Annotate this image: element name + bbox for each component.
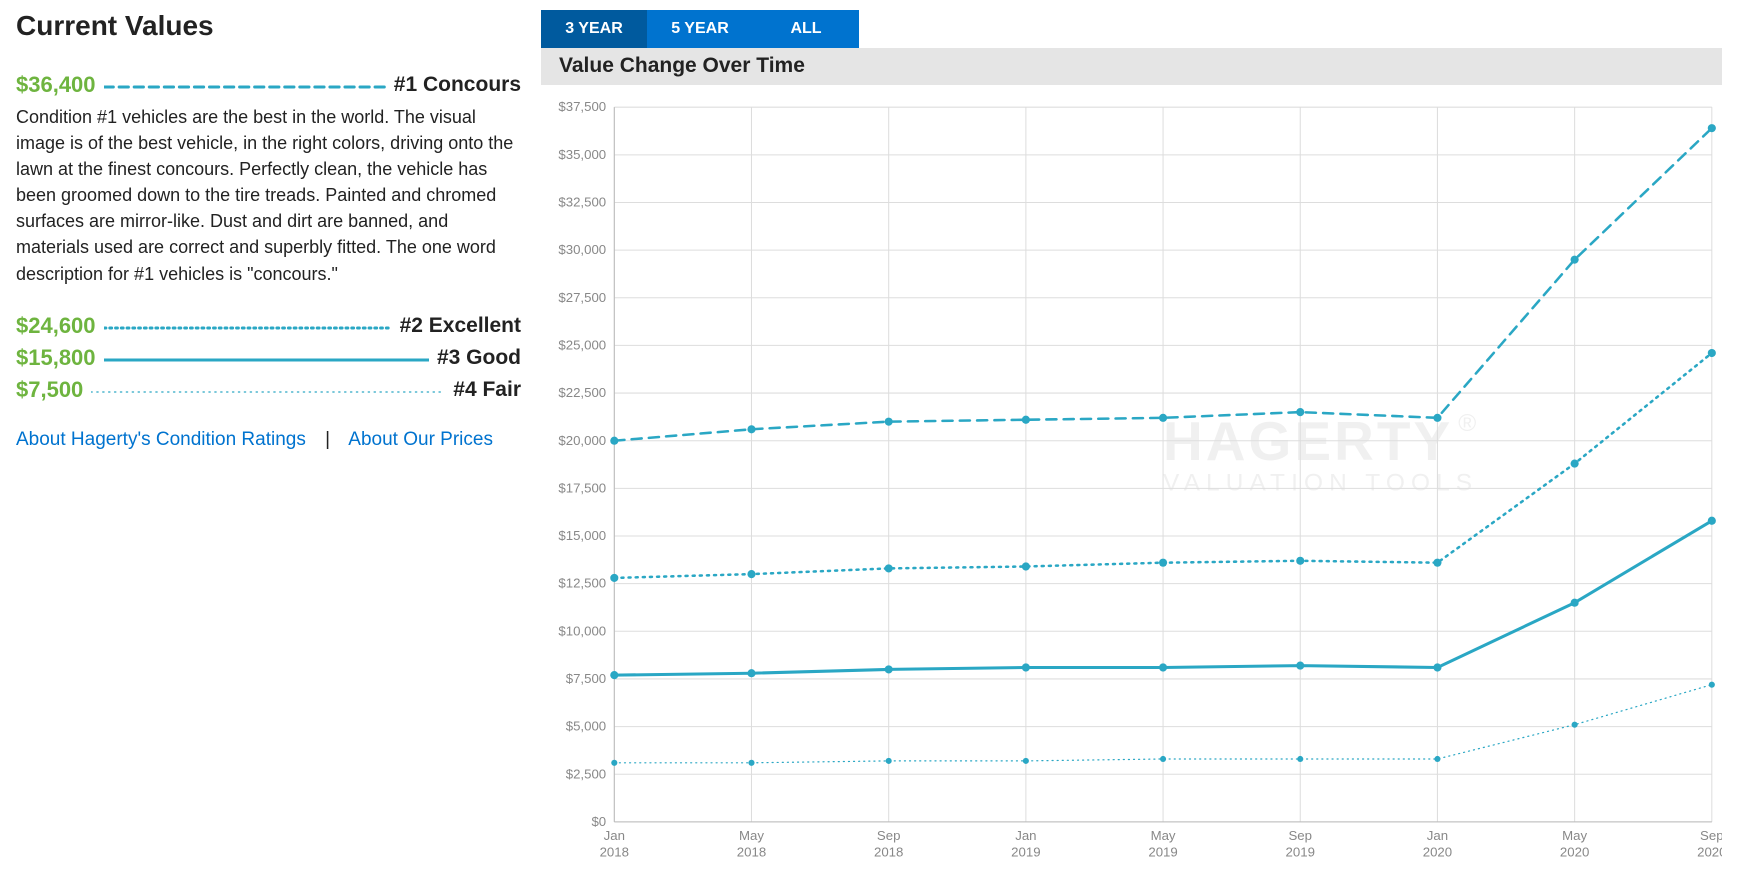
condition-price: $15,800 [16,345,96,371]
condition-label: #4 Fair [453,378,521,402]
svg-text:2018: 2018 [600,845,629,860]
chart-title: Value Change Over Time [559,54,805,78]
condition-price: $24,600 [16,313,96,339]
svg-text:2020: 2020 [1697,845,1722,860]
condition-line-sample [104,316,392,336]
condition-row[interactable]: $36,400 #1 Concours [16,72,521,98]
svg-text:2019: 2019 [1011,845,1040,860]
link-separator: | [325,429,330,450]
svg-text:$30,000: $30,000 [558,242,606,257]
timeframe-tab[interactable]: 5 YEAR [647,10,753,48]
svg-text:VALUATION TOOLS: VALUATION TOOLS [1163,470,1478,497]
svg-text:May: May [739,828,764,843]
chart-title-bar: Value Change Over Time [541,48,1722,86]
svg-text:Sep: Sep [877,828,901,843]
condition-label: #2 Excellent [400,314,521,338]
condition-price: $36,400 [16,72,96,98]
svg-text:Jan: Jan [1015,828,1036,843]
svg-text:$17,500: $17,500 [558,481,606,496]
condition-line-sample [104,348,429,368]
svg-text:$15,000: $15,000 [558,528,606,543]
conditions-list: $36,400 #1 Concours Condition #1 vehicle… [16,72,521,403]
svg-text:$37,500: $37,500 [558,100,606,115]
svg-text:$12,500: $12,500 [558,576,606,591]
svg-text:Jan: Jan [604,828,625,843]
svg-text:$27,500: $27,500 [558,290,606,305]
condition-row[interactable]: $24,600 #2 Excellent [16,313,521,339]
page-container: Current Values $36,400 #1 Concours Condi… [0,0,1738,881]
svg-text:®: ® [1458,411,1482,438]
svg-text:2019: 2019 [1148,845,1177,860]
right-panel: 3 YEAR5 YEARALL Value Change Over Time H… [541,10,1722,871]
timeframe-tabs: 3 YEAR5 YEARALL [541,10,1722,48]
svg-text:2019: 2019 [1286,845,1315,860]
timeframe-tab[interactable]: 3 YEAR [541,10,647,48]
page-title: Current Values [16,10,521,42]
svg-text:$5,000: $5,000 [566,719,606,734]
chart-svg: HAGERTY®VALUATION TOOLS$0$2,500$5,000$7,… [541,97,1722,871]
condition-ratings-link[interactable]: About Hagerty's Condition Ratings [16,429,306,450]
condition-label: #3 Good [437,346,521,370]
svg-text:$10,000: $10,000 [558,624,606,639]
svg-text:Sep: Sep [1288,828,1312,843]
svg-text:May: May [1151,828,1176,843]
condition-price: $7,500 [16,377,83,403]
svg-text:2018: 2018 [874,845,903,860]
svg-text:2020: 2020 [1560,845,1589,860]
svg-text:$35,000: $35,000 [558,147,606,162]
svg-text:$7,500: $7,500 [566,671,606,686]
condition-line-sample [91,380,445,400]
svg-text:$32,500: $32,500 [558,195,606,210]
timeframe-tab[interactable]: ALL [753,10,859,48]
links-row: About Hagerty's Condition Ratings | Abou… [16,429,521,451]
svg-text:2018: 2018 [737,845,766,860]
condition-line-sample [104,75,386,95]
svg-text:$25,000: $25,000 [558,338,606,353]
chart-area: HAGERTY®VALUATION TOOLS$0$2,500$5,000$7,… [541,85,1722,871]
condition-label: #1 Concours [394,73,521,97]
svg-text:Sep: Sep [1700,828,1722,843]
condition-row[interactable]: $15,800 #3 Good [16,345,521,371]
our-prices-link[interactable]: About Our Prices [348,429,493,450]
condition-row[interactable]: $7,500 #4 Fair [16,377,521,403]
condition-description: Condition #1 vehicles are the best in th… [16,104,521,287]
left-panel: Current Values $36,400 #1 Concours Condi… [16,10,541,871]
svg-text:2020: 2020 [1423,845,1452,860]
svg-text:$20,000: $20,000 [558,433,606,448]
svg-text:$22,500: $22,500 [558,385,606,400]
svg-text:$0: $0 [591,814,606,829]
svg-text:May: May [1562,828,1587,843]
svg-text:Jan: Jan [1427,828,1448,843]
svg-text:$2,500: $2,500 [566,767,606,782]
